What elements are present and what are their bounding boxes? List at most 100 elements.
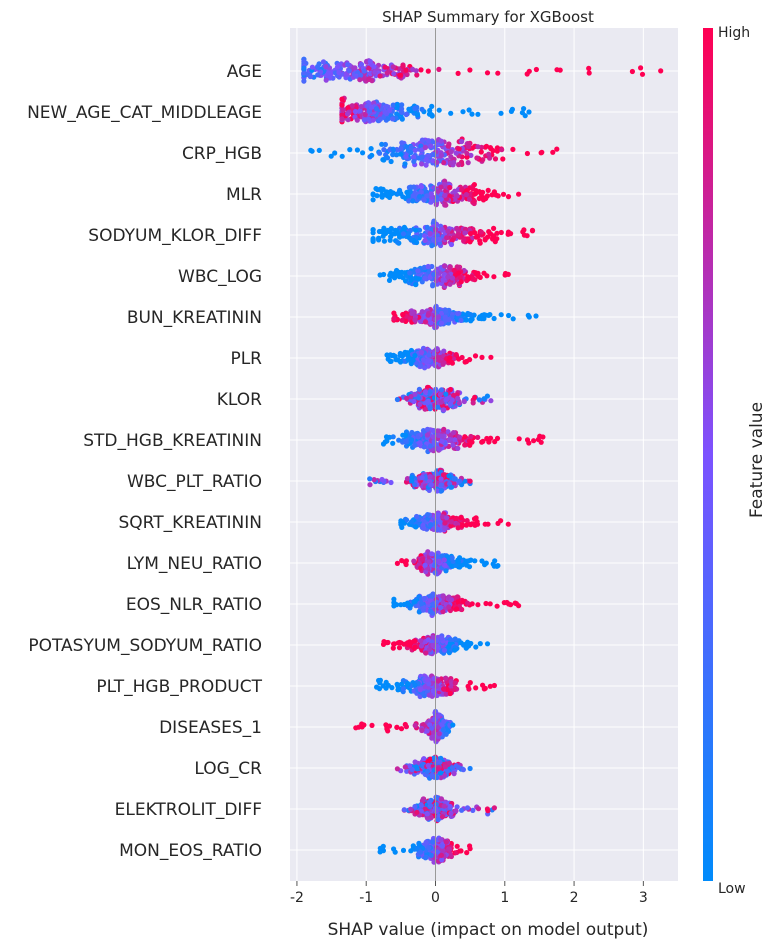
shap-point [377, 677, 383, 683]
shap-point [426, 692, 432, 698]
shap-point [396, 274, 402, 280]
shap-point [463, 317, 469, 323]
shap-point [382, 64, 388, 70]
shap-point [435, 512, 441, 518]
shap-point [422, 144, 428, 151]
shap-point [391, 603, 397, 609]
shap-point [516, 603, 522, 609]
shap-point [417, 849, 424, 855]
shap-point [426, 799, 433, 805]
shap-point [384, 352, 390, 358]
shap-point [345, 61, 351, 68]
shap-point [438, 604, 444, 611]
shap-point [449, 237, 455, 243]
shap-point [399, 102, 405, 108]
shap-point [420, 357, 427, 363]
shap-point [427, 443, 434, 449]
shap-point [438, 184, 444, 190]
shap-point [538, 439, 544, 445]
shap-point [353, 725, 359, 731]
shap-point [521, 106, 527, 112]
shap-point [472, 394, 478, 400]
shap-point [421, 756, 427, 762]
shap-point [427, 230, 433, 237]
shap-point [412, 147, 418, 153]
shap-point [419, 161, 425, 167]
feature-label: POTASYUM_SODYUM_RATIO [28, 636, 262, 656]
shap-point [411, 158, 417, 165]
shap-point [308, 147, 314, 153]
shap-point [473, 644, 479, 650]
shap-point [417, 440, 423, 446]
shap-point [495, 70, 501, 76]
shap-point [387, 272, 393, 278]
shap-point [439, 438, 445, 444]
shap-point [391, 71, 397, 77]
shap-point [339, 153, 345, 159]
shap-point [455, 232, 461, 238]
shap-point [419, 106, 425, 112]
shap-point [404, 351, 410, 357]
shap-point [435, 314, 441, 320]
shap-point [464, 150, 470, 156]
shap-point [442, 764, 448, 770]
shap-point [434, 553, 440, 559]
shap-point [454, 264, 460, 270]
shap-point [491, 682, 497, 689]
shap-point [370, 197, 376, 203]
shap-point [429, 773, 435, 779]
shap-point [426, 352, 432, 358]
shap-point [459, 138, 465, 145]
shap-point [457, 555, 463, 561]
shap-point [426, 389, 432, 395]
shap-point [418, 643, 425, 649]
shap-point [516, 191, 522, 197]
shap-point [436, 107, 442, 113]
shap-point [505, 271, 511, 277]
shap-point [448, 241, 455, 248]
shap-point [449, 275, 455, 281]
shap-point [431, 395, 437, 401]
shap-point [477, 641, 483, 647]
shap-point [473, 270, 479, 276]
shap-point [378, 186, 384, 192]
shap-point [352, 65, 358, 71]
shap-point [402, 764, 408, 770]
shap-point [476, 195, 482, 202]
shap-point [434, 480, 441, 486]
shap-point [475, 111, 481, 117]
shap-point [396, 188, 403, 195]
shap-point [367, 476, 373, 482]
shap-point [428, 482, 434, 488]
shap-point [439, 814, 446, 820]
feature-label: PLR [230, 349, 262, 369]
shap-point [464, 850, 470, 856]
shap-point [438, 482, 444, 488]
shap-point [501, 600, 507, 606]
shap-point [475, 434, 481, 440]
shap-point [440, 407, 446, 413]
shap-point [485, 521, 491, 527]
shap-point [383, 228, 390, 234]
shap-point [437, 391, 443, 398]
shap-point [488, 146, 494, 152]
shap-point [429, 735, 435, 741]
shap-point [419, 279, 425, 285]
shap-point [586, 65, 592, 71]
shap-point [431, 755, 437, 762]
shap-point [435, 766, 441, 772]
shap-point [554, 67, 560, 73]
shap-point [373, 106, 380, 112]
shap-point [448, 149, 454, 155]
shap-point [449, 555, 455, 561]
shap-point [339, 112, 345, 118]
shap-point [469, 235, 475, 241]
shap-point [443, 839, 449, 845]
shap-point [426, 358, 432, 364]
shap-point [467, 239, 473, 245]
shap-point [487, 683, 493, 689]
shap-point [425, 312, 431, 318]
shap-point [452, 476, 458, 482]
shap-point [398, 521, 404, 528]
